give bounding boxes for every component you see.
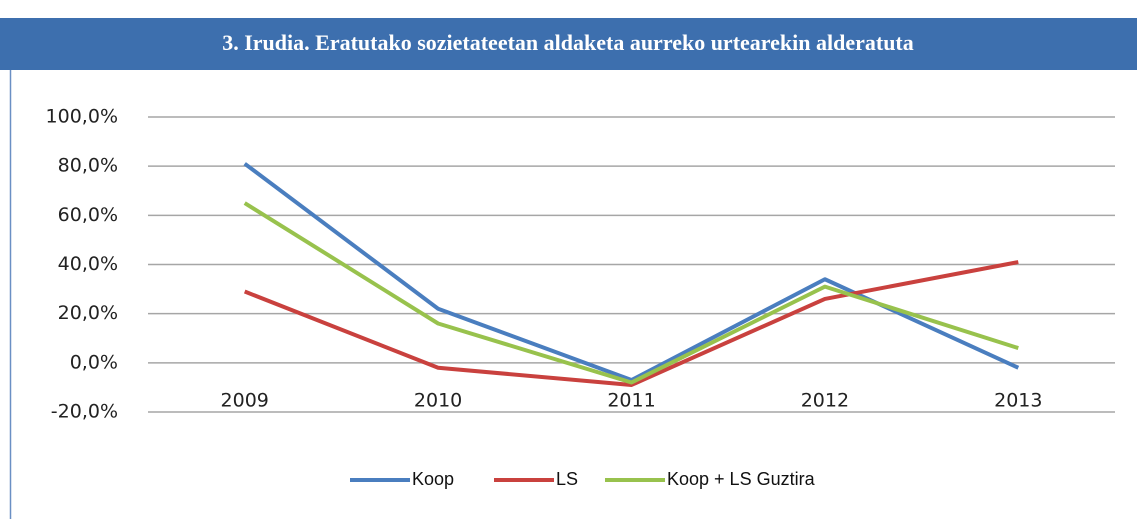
x-tick-label: 2012 bbox=[801, 390, 849, 412]
series-line bbox=[243, 260, 1019, 387]
y-tick-label: 60,0% bbox=[58, 204, 118, 226]
legend-label: Koop bbox=[412, 469, 454, 489]
y-tick-label: 100,0% bbox=[46, 106, 118, 128]
legend-label: Koop + LS Guztira bbox=[667, 469, 816, 489]
y-tick-label: 0,0% bbox=[70, 351, 118, 373]
x-tick-label: 2009 bbox=[221, 390, 269, 412]
series-line bbox=[243, 201, 1019, 385]
x-tick-label: 2010 bbox=[414, 390, 462, 412]
y-tick-label: 80,0% bbox=[58, 155, 118, 177]
y-tick-label: -20,0% bbox=[51, 401, 118, 423]
legend-label: LS bbox=[556, 469, 578, 489]
x-tick-label: 2011 bbox=[607, 390, 655, 412]
y-tick-label: 20,0% bbox=[58, 302, 118, 324]
header-bar bbox=[0, 18, 1137, 70]
chart-title: 3. Irudia. Eratutako sozietateetan aldak… bbox=[222, 30, 914, 55]
x-tick-label: 2013 bbox=[994, 390, 1042, 412]
series-line bbox=[243, 162, 1020, 383]
y-tick-label: 40,0% bbox=[58, 253, 118, 275]
